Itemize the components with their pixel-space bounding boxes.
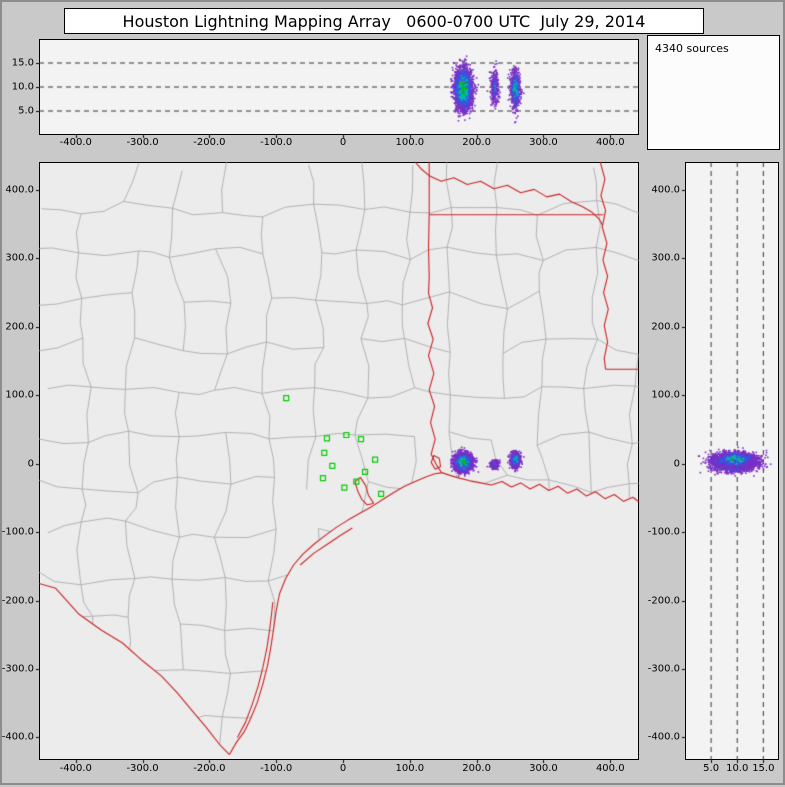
tick-label: -200.0 [193,763,226,774]
tick-label: 0 [27,458,34,470]
tick-label: 5.0 [703,763,720,774]
tick-label: -300.0 [1,663,34,675]
tick-label: 0 [673,458,680,470]
tick-label: 300.0 [529,763,558,774]
tick-label: 200.0 [462,137,491,148]
tick-label: 100.0 [5,389,34,401]
tick-label: 200.0 [651,321,680,333]
tick-label: 200.0 [5,321,34,333]
tick-label: 15.0 [11,57,34,69]
altitude-vs-northsouth-panel[interactable] [685,162,779,760]
tick-label: -400.0 [1,731,34,743]
tick-label: -400.0 [59,763,92,774]
tick-label: 400.0 [5,184,34,196]
tick-label: 100.0 [395,137,425,148]
altitude-vs-eastwest-panel[interactable] [39,39,639,135]
tick-label: 200.0 [462,763,491,774]
tick-label: 10.0 [11,81,34,93]
tick-label: -100.0 [260,763,293,774]
tick-label: 0 [339,137,347,148]
plan-view-map-panel[interactable] [39,162,639,760]
tick-label: 15.0 [752,763,775,774]
tick-label: -400.0 [59,137,92,148]
tick-label: -100.0 [1,526,34,538]
tick-label: -300.0 [126,763,159,774]
tick-label: -100.0 [260,137,293,148]
tick-label: 300.0 [651,252,680,264]
tick-label: 400.0 [595,137,625,148]
tick-label: -200.0 [1,595,34,607]
tick-label: 0 [339,763,347,774]
tick-label: 100.0 [395,763,425,774]
tick-label: -100.0 [647,526,680,538]
tick-label: 400.0 [651,184,680,196]
tick-label: -300.0 [647,663,680,675]
tick-label: 10.0 [726,763,749,774]
tick-label: -300.0 [126,137,159,148]
tick-label: -200.0 [193,137,226,148]
tick-label: 300.0 [529,137,558,148]
tick-label: 100.0 [651,389,680,401]
page-title: Houston Lightning Mapping Array 0600-070… [122,11,646,31]
sources-count-label: 4340 sources [655,42,729,55]
tick-label: 300.0 [5,252,34,264]
tick-label: -200.0 [647,595,680,607]
tick-label: 5.0 [18,105,34,117]
title-bar: Houston Lightning Mapping Array 0600-070… [64,8,704,34]
sources-count-box: 4340 sources [647,35,780,150]
tick-label: 400.0 [595,763,625,774]
tick-label: -400.0 [647,731,680,743]
